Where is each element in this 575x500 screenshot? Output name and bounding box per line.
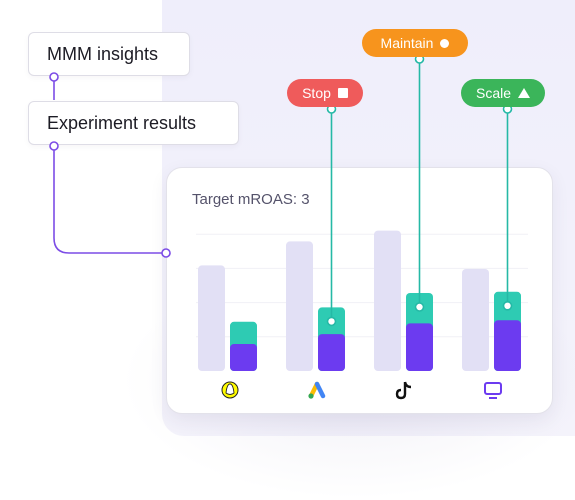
- scale-tag: Scale: [461, 79, 545, 107]
- bar-baseline: [286, 241, 313, 371]
- pill-connector-dot: [49, 141, 59, 151]
- maintain-tag: Maintain: [362, 29, 468, 57]
- bar-mmm: [318, 334, 345, 371]
- pill-connector-line: [53, 146, 165, 254]
- maintain-label: Maintain: [380, 35, 434, 51]
- tag-connector-dot: [326, 316, 337, 327]
- bar-mmm: [494, 320, 521, 371]
- tiktok-icon: [395, 381, 412, 400]
- square-icon: [337, 88, 348, 98]
- stop-label: Stop: [302, 85, 331, 101]
- bar-baseline: [462, 269, 489, 371]
- pill-connector-dot: [49, 72, 59, 82]
- google-ads-icon-dot: [308, 393, 314, 399]
- triangle-up-icon: [518, 88, 531, 98]
- chart-title: Target mROAS: 3: [192, 191, 310, 208]
- mmm-insights-label: MMM insights: [28, 32, 190, 76]
- pill-connector-dot: [161, 248, 171, 258]
- bar-mmm: [230, 343, 257, 371]
- tag-connector-dot: [502, 300, 513, 311]
- circle-icon: [440, 38, 450, 48]
- bar-baseline: [374, 230, 401, 371]
- experiment-results-label: Experiment results: [28, 101, 239, 145]
- tag-connector-dot: [414, 302, 425, 312]
- stop-tag: Stop: [287, 79, 363, 107]
- snapchat-ghost: [225, 383, 235, 395]
- bar-baseline: [198, 265, 225, 371]
- tv-icon: [484, 382, 502, 395]
- bar-mmm: [406, 323, 433, 371]
- scale-label: Scale: [475, 85, 512, 101]
- google-ads-icon-stroke: [314, 381, 326, 399]
